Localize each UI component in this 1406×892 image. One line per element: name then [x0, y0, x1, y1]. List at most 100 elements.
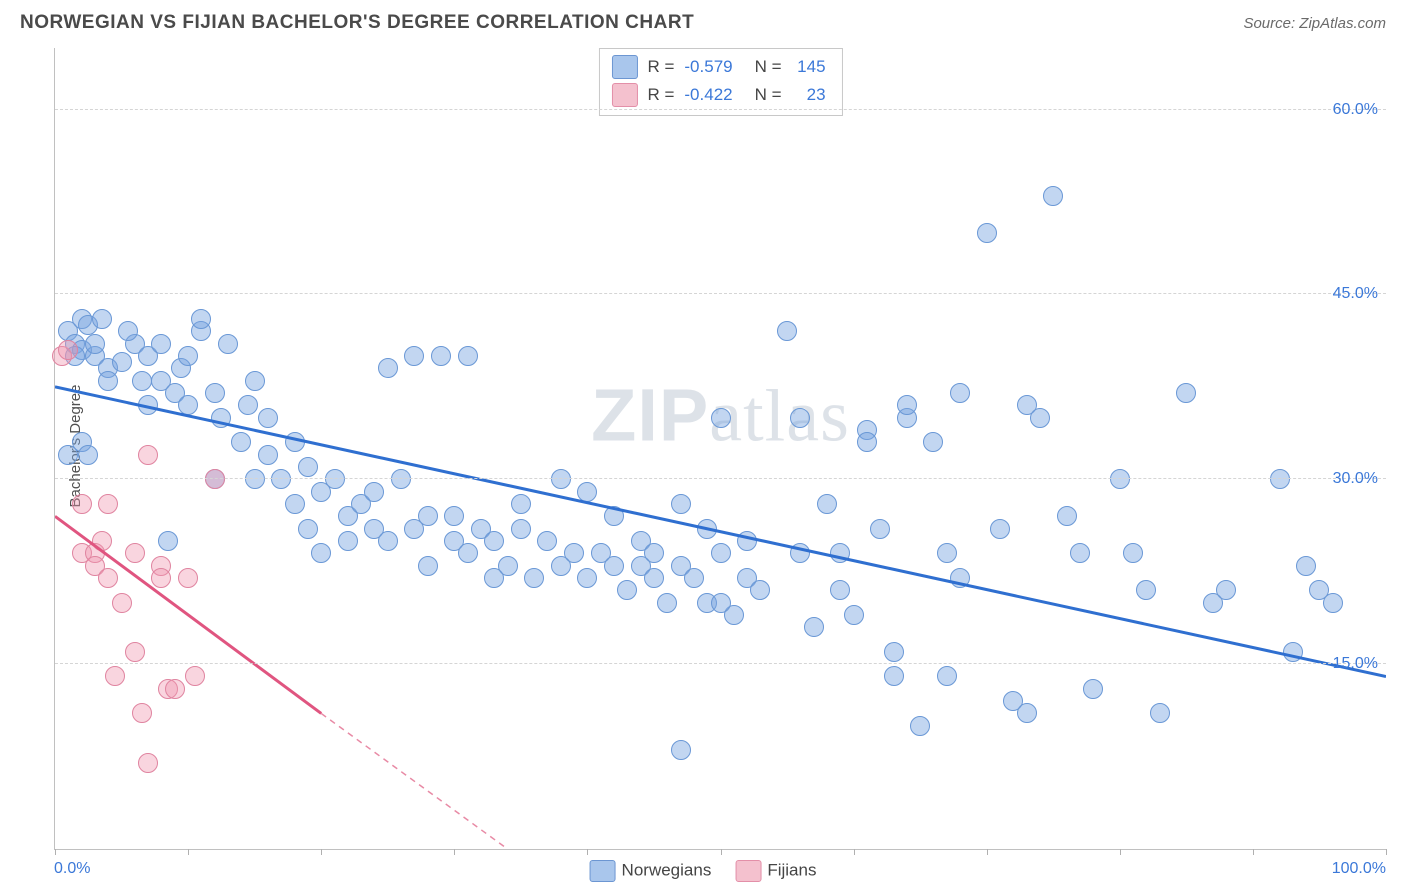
data-point — [1270, 469, 1290, 489]
data-point — [684, 568, 704, 588]
data-point — [205, 383, 225, 403]
data-point — [511, 494, 531, 514]
legend-n-label: N = — [755, 85, 782, 105]
y-tick-label: 15.0% — [1333, 655, 1378, 673]
x-tick — [321, 849, 322, 855]
data-point — [125, 543, 145, 563]
data-point — [711, 543, 731, 563]
data-point — [158, 531, 178, 551]
data-point — [92, 531, 112, 551]
data-point — [378, 358, 398, 378]
plot-surface — [55, 48, 1386, 849]
data-point — [118, 321, 138, 341]
legend-r-value: -0.579 — [684, 57, 732, 77]
data-point — [817, 494, 837, 514]
data-point — [98, 568, 118, 588]
data-point — [245, 371, 265, 391]
data-point — [112, 352, 132, 372]
data-point — [937, 543, 957, 563]
data-point — [750, 580, 770, 600]
data-point — [364, 482, 384, 502]
x-tick — [587, 849, 588, 855]
x-tick — [55, 849, 56, 855]
legend-swatch — [735, 860, 761, 882]
data-point — [404, 346, 424, 366]
data-point — [191, 309, 211, 329]
data-point — [950, 568, 970, 588]
data-point — [990, 519, 1010, 539]
stats-legend-row: R =-0.579N =145 — [611, 53, 825, 81]
data-point — [132, 703, 152, 723]
data-point — [498, 556, 518, 576]
data-point — [804, 617, 824, 637]
data-point — [950, 383, 970, 403]
data-point — [298, 519, 318, 539]
gridline — [55, 663, 1386, 664]
data-point — [245, 469, 265, 489]
data-point — [884, 642, 904, 662]
x-tick — [454, 849, 455, 855]
data-point — [338, 531, 358, 551]
data-point — [418, 506, 438, 526]
data-point — [458, 543, 478, 563]
data-point — [238, 395, 258, 415]
data-point — [857, 432, 877, 452]
data-point — [444, 506, 464, 526]
data-point — [325, 469, 345, 489]
data-point — [391, 469, 411, 489]
data-point — [524, 568, 544, 588]
data-point — [85, 334, 105, 354]
data-point — [977, 223, 997, 243]
data-point — [151, 334, 171, 354]
data-point — [112, 593, 132, 613]
data-point — [132, 371, 152, 391]
y-tick-label: 60.0% — [1333, 101, 1378, 119]
chart-area: ZIPatlas R =-0.579N =145R =-0.422N =23 1… — [54, 48, 1386, 850]
data-point — [484, 531, 504, 551]
data-point — [418, 556, 438, 576]
legend-item: Norwegians — [590, 860, 712, 882]
stats-legend-row: R =-0.422N =23 — [611, 81, 825, 109]
data-point — [125, 642, 145, 662]
data-point — [298, 457, 318, 477]
series-legend: NorwegiansFijians — [590, 860, 817, 882]
data-point — [58, 340, 78, 360]
data-point — [830, 543, 850, 563]
data-point — [790, 408, 810, 428]
data-point — [1123, 543, 1143, 563]
x-tick — [1120, 849, 1121, 855]
data-point — [923, 432, 943, 452]
x-tick — [1253, 849, 1254, 855]
data-point — [551, 469, 571, 489]
data-point — [910, 716, 930, 736]
legend-n-label: N = — [755, 57, 782, 77]
data-point — [577, 482, 597, 502]
data-point — [737, 531, 757, 551]
data-point — [178, 395, 198, 415]
data-point — [165, 679, 185, 699]
data-point — [98, 494, 118, 514]
data-point — [1176, 383, 1196, 403]
legend-n-value: 23 — [792, 85, 826, 105]
gridline — [55, 293, 1386, 294]
data-point — [231, 432, 251, 452]
data-point — [844, 605, 864, 625]
gridline — [55, 478, 1386, 479]
data-point — [1017, 703, 1037, 723]
data-point — [1150, 703, 1170, 723]
stats-legend: R =-0.579N =145R =-0.422N =23 — [598, 48, 842, 116]
data-point — [205, 469, 225, 489]
data-point — [378, 531, 398, 551]
data-point — [617, 580, 637, 600]
gridline — [55, 109, 1386, 110]
legend-r-value: -0.422 — [684, 85, 732, 105]
data-point — [258, 408, 278, 428]
x-axis-max-label: 100.0% — [1332, 860, 1386, 878]
data-point — [1283, 642, 1303, 662]
data-point — [138, 445, 158, 465]
data-point — [58, 445, 78, 465]
data-point — [178, 568, 198, 588]
data-point — [830, 580, 850, 600]
legend-r-label: R = — [647, 57, 674, 77]
data-point — [92, 309, 112, 329]
